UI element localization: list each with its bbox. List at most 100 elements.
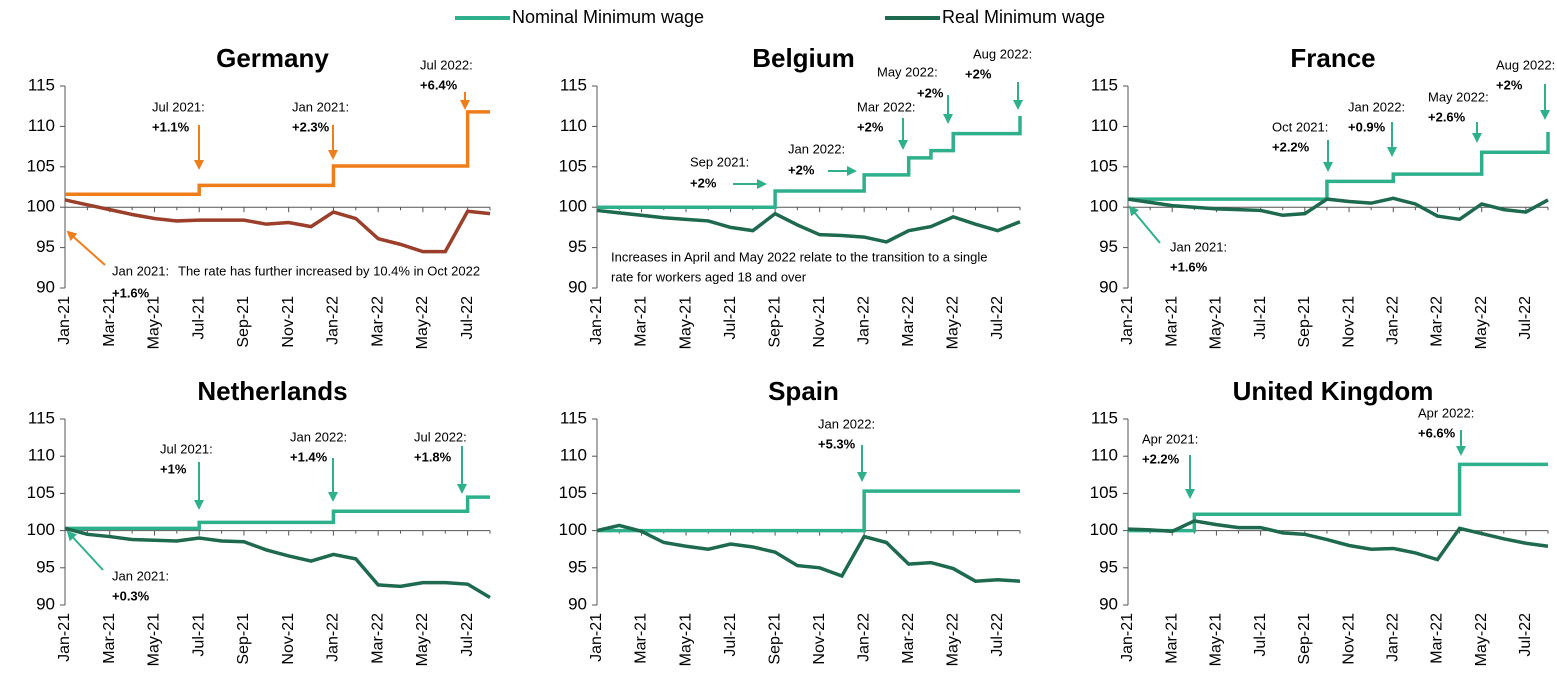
x-tick-label: May-21 (1208, 613, 1225, 666)
x-tick-label: Mar-22 (900, 296, 917, 347)
nominal-line (597, 115, 1022, 209)
x-tick-label: Sep-21 (235, 613, 252, 665)
annotation-change: +1.1% (152, 119, 190, 134)
y-tick-label: 90 (568, 277, 587, 296)
x-tick-label: Jul-22 (459, 296, 476, 340)
annotation-label: Jan 2022: (290, 429, 347, 444)
y-tick-label: 95 (1099, 557, 1118, 576)
x-tick-label: Jan-21 (1119, 613, 1136, 662)
y-tick-label: 110 (560, 116, 587, 135)
annotation-label: Jul 2021: (160, 441, 213, 456)
y-tick-label: 110 (560, 446, 587, 465)
y-tick-label: 105 (1090, 483, 1118, 502)
x-tick-label: Mar-22 (1429, 296, 1446, 347)
chart-title: Germany (216, 43, 329, 73)
x-tick-label: Nov-21 (280, 613, 297, 665)
y-tick-label: 90 (36, 277, 55, 296)
annotation-change: +1.6% (112, 285, 150, 300)
y-tick-label: 95 (568, 557, 587, 576)
x-tick-label: May-21 (1208, 296, 1225, 349)
y-tick-label: 95 (1099, 237, 1118, 256)
y-tick-label: 110 (28, 446, 55, 465)
x-tick-label: Jul-21 (190, 613, 207, 657)
x-tick-label: Jul-22 (1517, 613, 1534, 657)
annotation-label: Jan 2022: (1348, 99, 1405, 114)
y-tick-label: 115 (28, 408, 55, 427)
x-tick-label: May-22 (1473, 296, 1490, 349)
x-tick-label: Jul-22 (989, 613, 1006, 657)
y-tick-label: 105 (559, 156, 587, 175)
annotation-arrow (1128, 205, 1161, 244)
annotation-label: Jul 2022: (414, 429, 467, 444)
chart-title: United Kingdom (1233, 376, 1434, 406)
annotation-change: +2% (1496, 77, 1523, 92)
x-tick-label: Nov-21 (280, 296, 297, 348)
x-tick-label: Jan-21 (1119, 296, 1136, 345)
x-tick-label: May-22 (1473, 613, 1490, 666)
annotation-change: +2% (965, 66, 992, 81)
nominal-line (1128, 132, 1550, 201)
x-tick-label: Jan-22 (325, 613, 342, 662)
x-tick-label: Mar-21 (633, 613, 650, 664)
y-tick-label: 105 (559, 483, 587, 502)
annotation-change: +6.6% (1418, 425, 1456, 440)
x-tick-label: Mar-22 (369, 296, 386, 347)
annotation-change: +2% (917, 85, 944, 100)
real-line (1127, 519, 1549, 562)
annotation-change: +2.3% (292, 119, 330, 134)
x-tick-label: Nov-21 (1340, 296, 1357, 348)
x-tick-label: Jan-21 (588, 613, 605, 662)
y-tick-label: 100 (559, 520, 587, 539)
real-line (1127, 196, 1549, 222)
annotation-label: Apr 2022: (1418, 405, 1474, 420)
annotation-change: +5.3% (818, 436, 856, 451)
x-tick-label: Sep-21 (766, 296, 783, 348)
annotation-change: +1% (160, 461, 187, 476)
y-tick-label: 115 (28, 75, 55, 94)
annotation-change: +2.2% (1142, 451, 1180, 466)
x-tick-label: Jan-22 (1384, 613, 1401, 662)
real-line (64, 526, 491, 600)
x-tick-label: Mar-22 (369, 613, 386, 664)
annotation-change: +0.9% (1348, 119, 1386, 134)
x-tick-label: Jan-22 (855, 296, 872, 345)
y-tick-label: 95 (36, 557, 55, 576)
annotation-label: Jan 2022: (788, 141, 845, 156)
real-line (64, 198, 491, 254)
annotation-change: +2% (857, 119, 884, 134)
y-tick-label: 100 (1090, 197, 1118, 216)
x-tick-label: Sep-21 (766, 613, 783, 665)
real-line (596, 523, 1021, 583)
annotation-label: Sep 2021: (690, 154, 749, 169)
annotation-label: Jan 2021: (112, 568, 169, 583)
x-tick-label: Mar-21 (1163, 613, 1180, 664)
y-tick-label: 90 (568, 594, 587, 613)
annotation-label: Jan 2022: (818, 416, 875, 431)
x-tick-label: Jan-22 (325, 296, 342, 345)
annotation-label: May 2022: (1428, 89, 1489, 104)
chart-title: France (1290, 43, 1375, 73)
y-tick-label: 100 (1090, 520, 1118, 539)
x-tick-label: May-21 (146, 613, 163, 666)
y-tick-label: 95 (568, 237, 587, 256)
annotation-arrow (66, 230, 106, 266)
annotation-label: Aug 2022: (1496, 57, 1555, 72)
y-tick-label: 105 (27, 483, 55, 502)
x-tick-label: Jan-21 (588, 296, 605, 345)
x-tick-label: May-21 (677, 613, 694, 666)
y-tick-label: 115 (560, 408, 587, 427)
note: rate for workers aged 18 and over (611, 269, 807, 284)
x-tick-label: Sep-21 (235, 296, 252, 348)
annotation-change: +2% (788, 162, 815, 177)
annotation-label: Jul 2021: (152, 99, 205, 114)
x-tick-label: Sep-21 (1296, 613, 1313, 665)
x-tick-label: Mar-21 (101, 613, 118, 664)
y-tick-label: 110 (1091, 116, 1118, 135)
nominal-line (65, 110, 490, 197)
annotation-label: May 2022: (877, 64, 938, 79)
annotation-change: +2% (690, 175, 717, 190)
note: Increases in April and May 2022 relate t… (611, 249, 988, 264)
x-tick-label: Jul-21 (722, 296, 739, 340)
note: The rate has further increased by 10.4% … (178, 263, 480, 278)
x-tick-label: May-21 (677, 296, 694, 349)
